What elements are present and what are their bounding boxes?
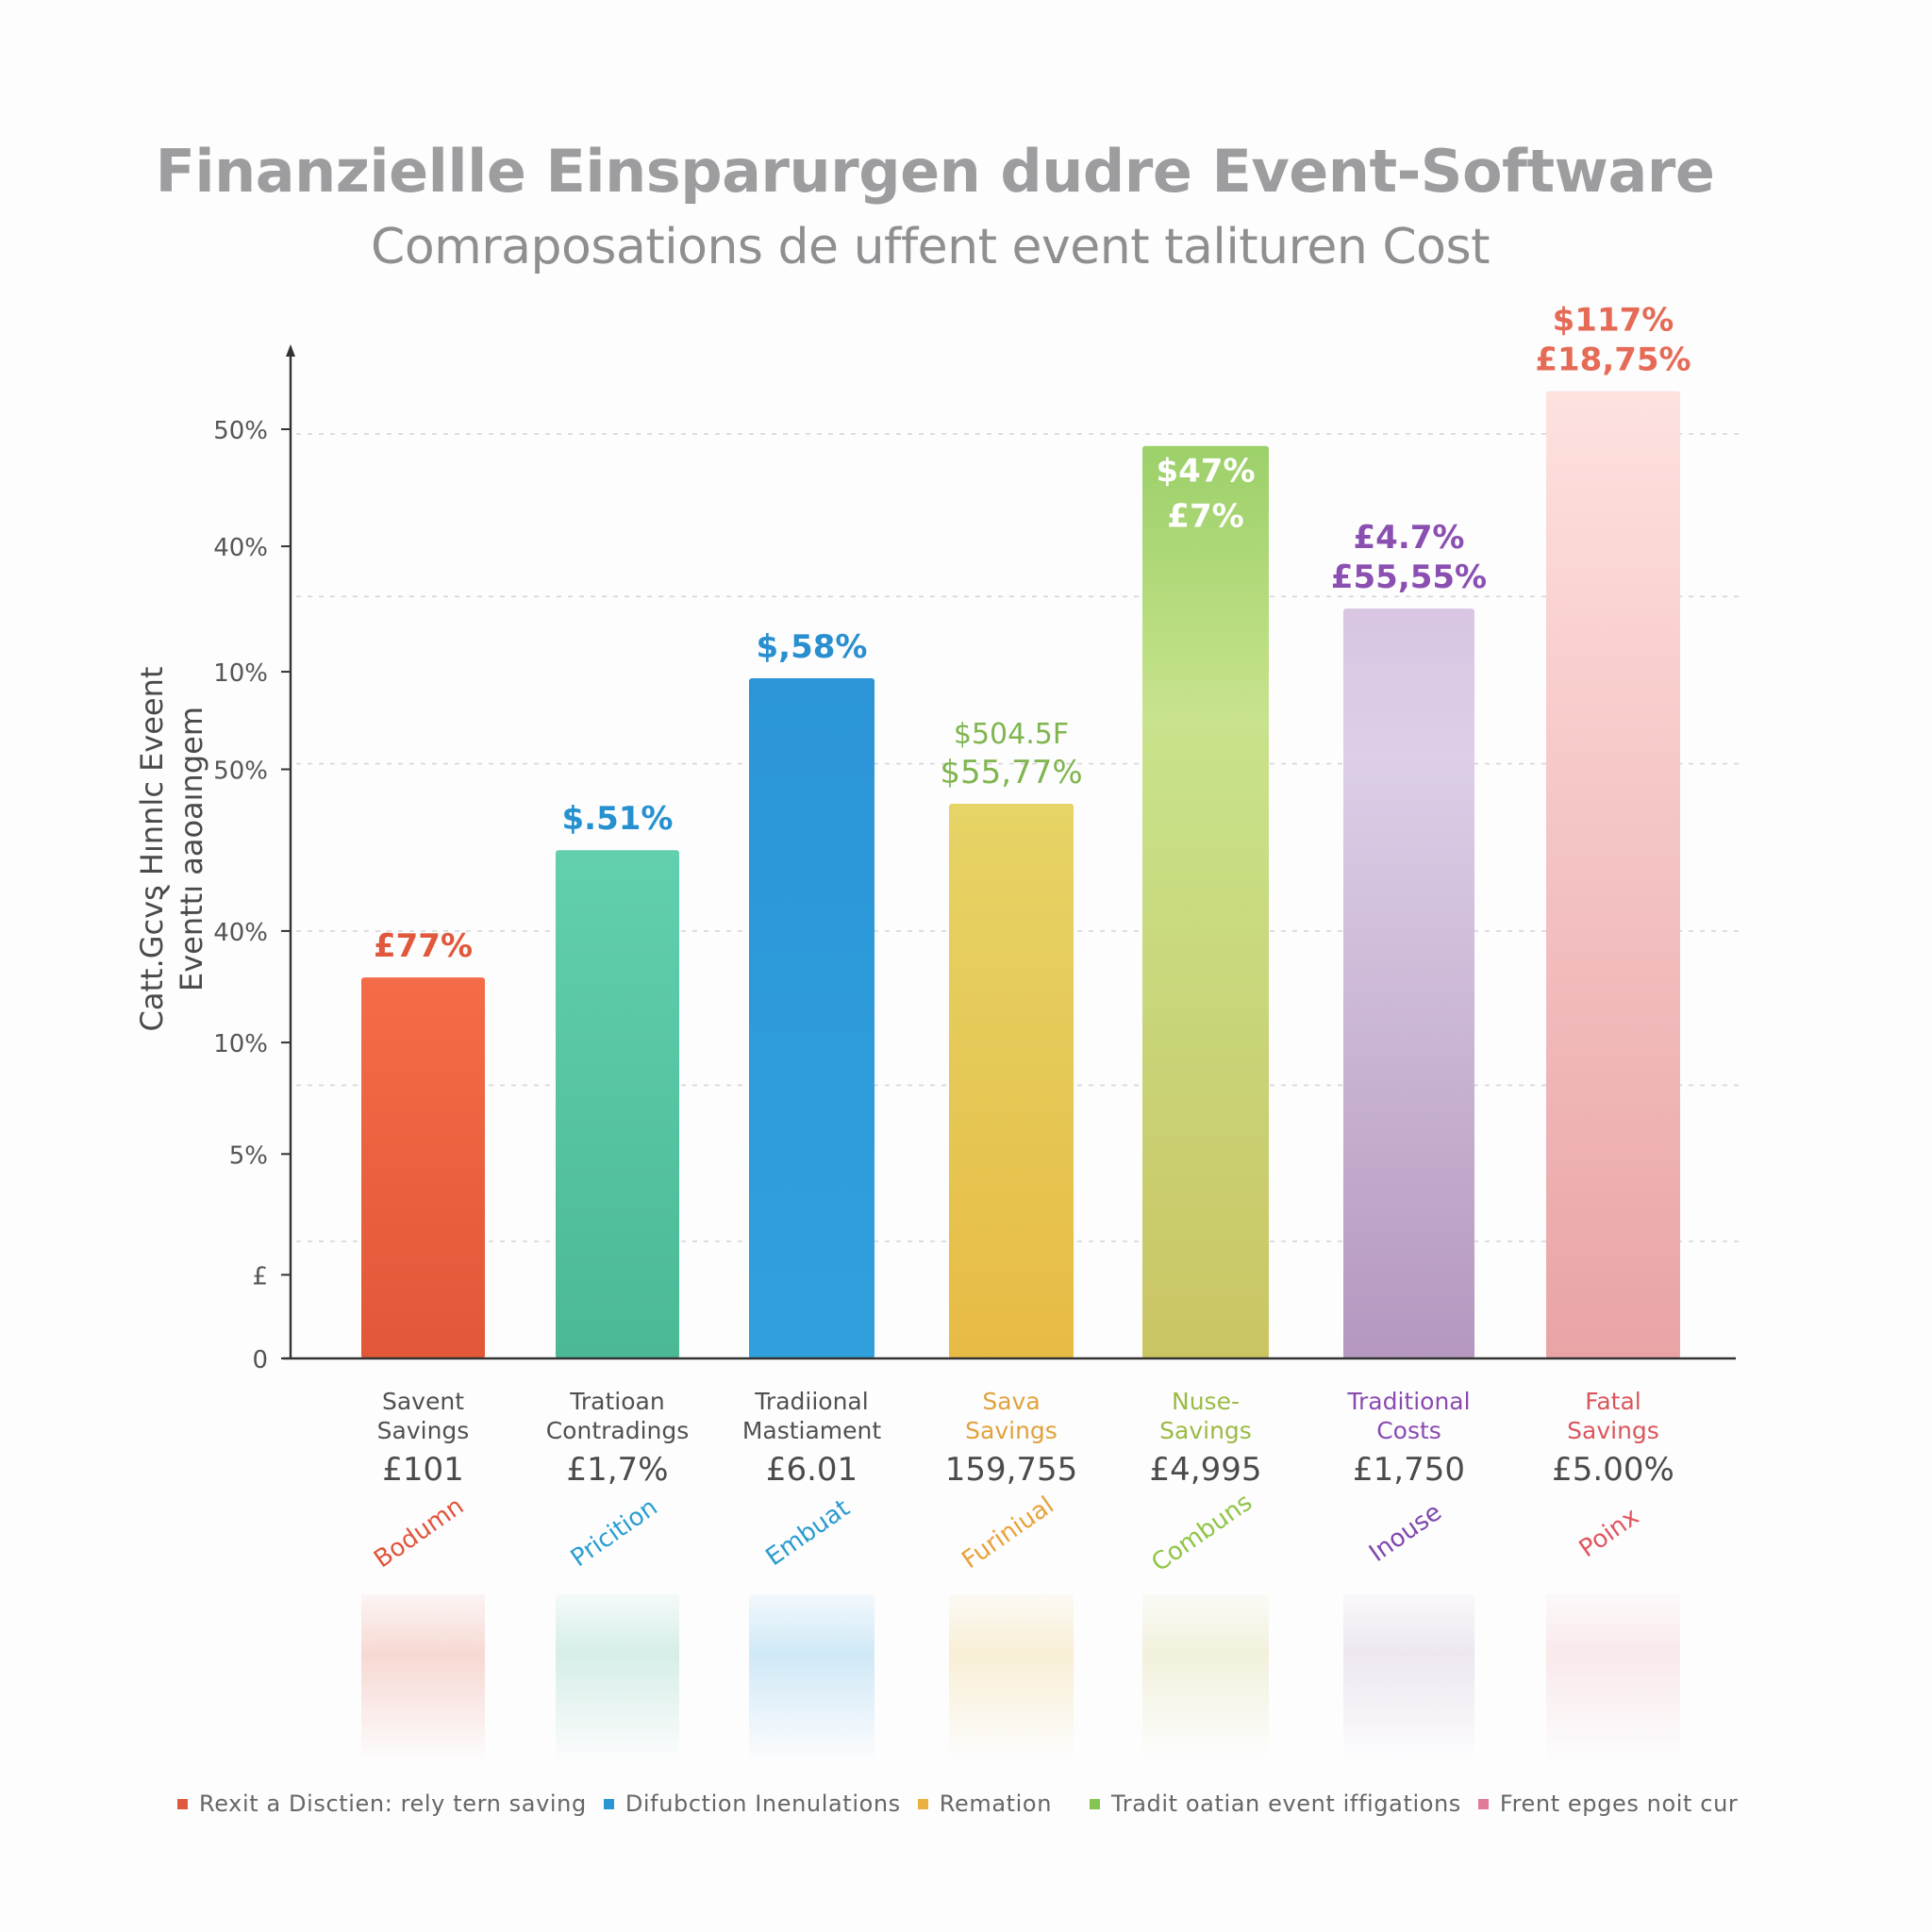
category-name: Tradiional (755, 1388, 869, 1415)
category-label: Fatal Savings £5.00% (1519, 1387, 1707, 1489)
category-name: Costs (1376, 1417, 1441, 1444)
y-ticks: 0 £5% 10% 40% 50% 10% 40% 50% (213, 417, 291, 1374)
bar-reflections (361, 1594, 1680, 1764)
category-name: Nuse- (1172, 1388, 1240, 1415)
y-tick-label: 50% (213, 417, 268, 445)
category-label: Nuse- Savings £4,995 (1111, 1387, 1300, 1489)
axes (283, 344, 1736, 1360)
legend-label: Frent epges noit cur (1499, 1790, 1739, 1817)
y-tick-label: 40% (213, 534, 268, 562)
bar-value-label: $117% (1553, 302, 1674, 340)
legend-label: Tradit oatian event iffigations (1111, 1790, 1461, 1817)
category-name: Mastiament (741, 1417, 882, 1444)
category-name: Contradings (545, 1417, 690, 1444)
bar-reflection (556, 1594, 679, 1764)
bars (361, 391, 1680, 1359)
chart-subtitle: Comraposations de uffent event talituren… (371, 219, 1490, 275)
legend: Rexit a Disctien: rely tern saving Difubc… (177, 1790, 1755, 1817)
bar-reflection (1343, 1594, 1474, 1764)
legend-swatch-icon (917, 1798, 928, 1809)
category-name: Savent (381, 1388, 464, 1415)
y-axis-arrow-icon (286, 344, 295, 357)
category-name: Savings (1159, 1417, 1252, 1444)
category-label: Savent Savings £101 (329, 1387, 518, 1489)
bar-value-label: £18,75% (1535, 341, 1690, 379)
category-amount: £1,7% (566, 1451, 669, 1489)
bar-value-label: £77% (374, 927, 473, 965)
bar-value-label: £7% (1167, 498, 1243, 536)
legend-item: Rexit a Disctien: rely tern saving (177, 1790, 587, 1817)
bar-value-label: $504.5F (954, 718, 1069, 751)
legend-swatch-icon (603, 1798, 614, 1809)
legend-item: Difubction Inenulations (603, 1790, 901, 1817)
category-amount: £101 (382, 1451, 464, 1489)
category-amount: £1,750 (1353, 1451, 1465, 1489)
legend-item: Frent epges noit cur (1477, 1790, 1739, 1817)
category-amount: 159,755 (944, 1451, 1078, 1489)
y-tick-label: 10% (213, 1030, 268, 1058)
category-amount: £4,995 (1149, 1451, 1262, 1489)
bar-value-label: £55,55% (1331, 558, 1487, 596)
y-tick-label: 0 (252, 1346, 268, 1374)
category-name: Tratioan (570, 1388, 665, 1415)
category-amount: £6.01 (765, 1451, 858, 1489)
bar (556, 850, 679, 1358)
bar-reflection (1546, 1594, 1680, 1764)
legend-label: Remation (939, 1790, 1053, 1817)
bar (1142, 445, 1269, 1359)
bar-value-label: £4.7% (1354, 519, 1465, 557)
bar-value-label: $,58% (757, 628, 868, 666)
y-tick-label: 40% (213, 919, 268, 947)
category-name: Fatal (1585, 1388, 1641, 1415)
bar (949, 803, 1074, 1358)
gridlines (296, 433, 1743, 1242)
legend-swatch-icon (1090, 1798, 1101, 1809)
category-label: Tratioan Contradings £1,7% (524, 1387, 712, 1489)
bar-reflection (1142, 1594, 1269, 1764)
y-tick-label: 10% (213, 659, 268, 688)
legend-label: Difubction Inenulations (625, 1790, 901, 1817)
bar (749, 677, 874, 1358)
legend-swatch-icon (1477, 1798, 1489, 1809)
y-tick-label: £ (252, 1262, 268, 1291)
bar-reflection (361, 1594, 485, 1764)
bar-reflection (749, 1594, 874, 1764)
bar-value-label: $47% (1156, 453, 1255, 491)
legend-swatch-icon (177, 1798, 188, 1809)
category-name: Sava (982, 1388, 1041, 1415)
legend-item: Tradit oatian event iffigations (1090, 1790, 1461, 1817)
legend-item: Remation (917, 1790, 1053, 1817)
bar-value-label: $55,77% (940, 754, 1082, 791)
category-name: Savings (965, 1417, 1058, 1444)
bar-value-label: $.51% (562, 800, 674, 838)
value-labels: £77% $.51% $,58% $504.5F$55,77% $47% £7% £4.7%… (374, 302, 1691, 966)
legend-label: Rexit a Disctien: rely tern saving (199, 1790, 587, 1817)
bar (1546, 391, 1680, 1358)
category-name: Savings (376, 1417, 470, 1444)
chart-title: Finanziellle Einsparurgen dudre Event-So… (155, 137, 1715, 206)
bar (361, 977, 485, 1358)
category-name: Traditional (1347, 1388, 1471, 1415)
bar (1343, 608, 1474, 1358)
category-label: Sava Savings 159,755 (917, 1387, 1106, 1489)
y-tick-label: 50% (213, 758, 268, 786)
bar-reflection (949, 1594, 1074, 1764)
category-name: Savings (1567, 1417, 1659, 1444)
category-amount: £5.00% (1552, 1451, 1674, 1489)
y-tick-label: 5% (229, 1141, 268, 1170)
category-label: Traditional Costs £1,750 (1315, 1387, 1504, 1489)
category-label: Tradiional Mastiament £6.01 (718, 1387, 907, 1489)
